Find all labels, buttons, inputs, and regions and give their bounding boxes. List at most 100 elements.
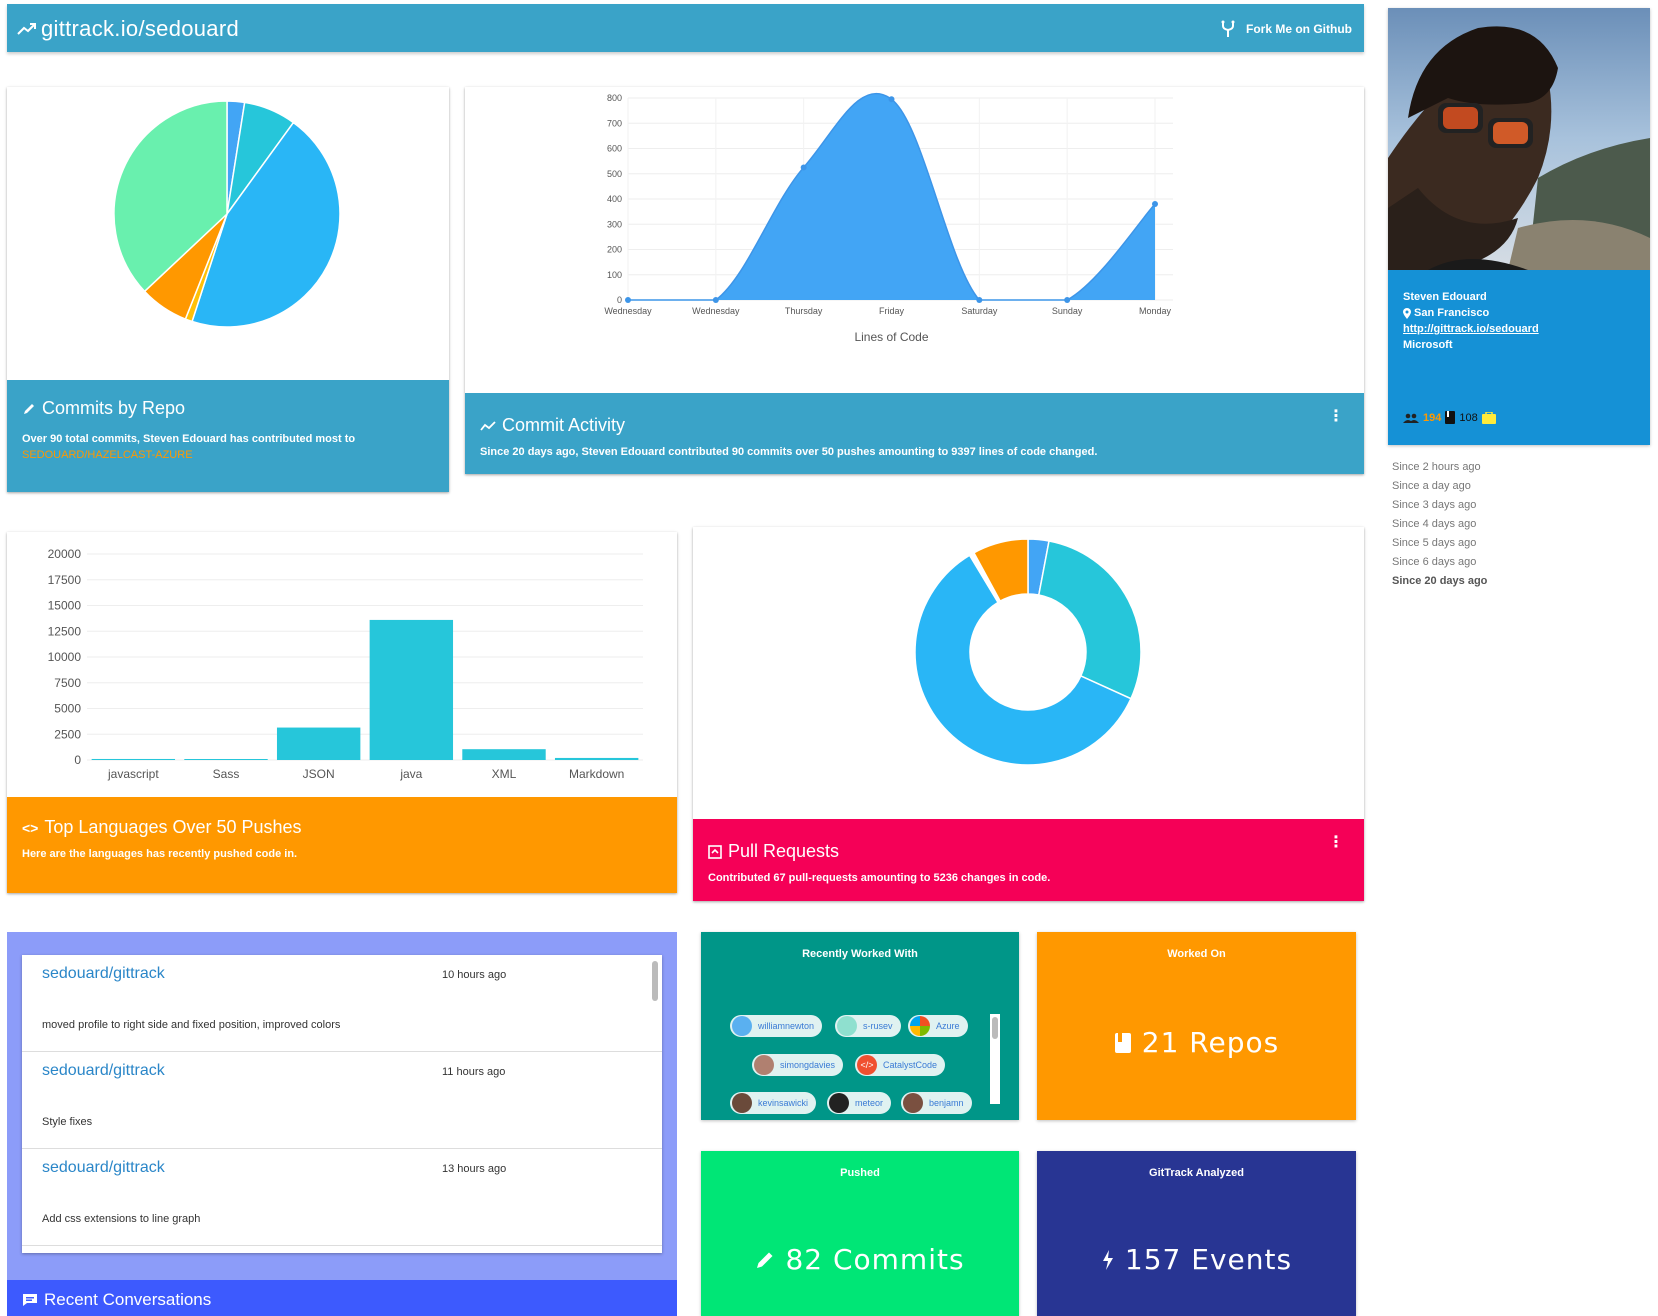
y-tick-label: 10000 [48, 650, 82, 664]
collaborator-name: kevinsawicki [758, 1098, 809, 1108]
pie-slice-4[interactable] [972, 538, 1029, 603]
bar-Markdown[interactable] [554, 757, 639, 760]
since-option-selected[interactable]: Since 20 days ago [1392, 575, 1488, 587]
recent-commits-list[interactable]: sedouard/gittrack 10 hours ago moved pro… [22, 955, 662, 1253]
collaborator-chip[interactable]: s-rusev [835, 1015, 901, 1037]
x-tick-label: Thursday [785, 306, 823, 316]
collaborator-chip[interactable]: meteor [827, 1092, 892, 1114]
collaborator-chip[interactable]: simongdavies [752, 1054, 844, 1076]
top-languages-footer: <> Top Languages Over 50 Pushes Here are… [7, 797, 677, 893]
chips-scroll-track[interactable] [990, 1014, 1000, 1104]
since-option[interactable]: Since 2 hours ago [1392, 461, 1481, 473]
commit-repo-link[interactable]: sedouard/gittrack [42, 1159, 165, 1176]
top-header: gittrack.io/sedouard Fork Me on Github [7, 4, 1364, 52]
collaborator-name: s-rusev [863, 1021, 893, 1031]
pull-requests-card: Pull Requests Contributed 67 pull-reques… [693, 527, 1364, 901]
y-tick-label: 2500 [54, 727, 81, 741]
pie-slice-2[interactable] [191, 121, 341, 328]
avatar [732, 1016, 752, 1036]
avatar [732, 1093, 752, 1113]
pie-slice-1[interactable] [1037, 540, 1142, 700]
data-point[interactable] [1064, 297, 1071, 303]
collaborator-chip[interactable]: kevinsawicki [730, 1092, 817, 1114]
chips-scrollbar[interactable] [992, 1017, 998, 1039]
commit-activity-menu-icon[interactable]: ⋮ [1328, 408, 1344, 425]
collaborator-name: williamnewton [758, 1021, 815, 1031]
collaborator-name: CatalystCode [883, 1060, 938, 1070]
y-tick-label: 200 [607, 245, 622, 255]
worked-on-tile: Worked On 21 Repos [1037, 932, 1356, 1120]
pull-requests-title-row: Pull Requests [708, 841, 1349, 862]
briefcase-icon[interactable] [1481, 411, 1496, 424]
y-tick-label: 17500 [48, 573, 82, 587]
commit-repo-link[interactable]: sedouard/gittrack [42, 1062, 165, 1079]
commits-by-repo-pie[interactable] [107, 94, 347, 334]
commit-time: 13 hours ago [442, 1163, 507, 1175]
fork-label: Fork Me on Github [1246, 22, 1352, 36]
since-option[interactable]: Since 6 days ago [1392, 556, 1477, 568]
list-scrollbar[interactable] [652, 961, 658, 1001]
recent-conversations-footer: Recent Conversations [7, 1280, 677, 1316]
bar-javascript[interactable] [91, 758, 176, 760]
since-option[interactable]: Since 4 days ago [1392, 518, 1477, 530]
commit-activity-card: 0 100 200 300 400 500 600 700 800 Wednesday Wednes… [465, 87, 1364, 474]
profile-url-link[interactable]: http://gittrack.io/sedouard [1403, 323, 1539, 335]
commit-repo-link[interactable]: sedouard/gittrack [42, 965, 165, 982]
fork-me-button[interactable]: Fork Me on Github [1220, 20, 1352, 38]
y-tick-label: 300 [607, 219, 622, 229]
list-item[interactable]: sedouard/gittrack 10 hours ago moved pro… [22, 955, 662, 1052]
analyzed-tile: GitTrack Analyzed 157 Events [1037, 1151, 1356, 1316]
y-tick-label: 5000 [54, 702, 81, 716]
commit-activity-footer: Commit Activity Since 20 days ago, Steve… [465, 393, 1364, 474]
collaborator-name: simongdavies [780, 1060, 836, 1070]
list-item[interactable]: sedouard/gittrack 11 hours ago Style fix… [22, 1052, 662, 1149]
commit-activity-title-row: Commit Activity [480, 415, 1349, 436]
list-item[interactable]: sedouard/gittrack 13 hours ago Add css e… [22, 1149, 662, 1246]
top-languages-chart[interactable]: 0 2500 5000 7500 10000 12500 15000 17500 20000 ja… [7, 532, 677, 792]
analyzed-value-row: 157 Events [1037, 1243, 1356, 1276]
pie-slice-2[interactable] [914, 554, 1132, 766]
brand[interactable]: gittrack.io/sedouard [17, 16, 239, 42]
microsoft-logo-icon [910, 1016, 930, 1036]
people-icon [1403, 413, 1419, 423]
since-option[interactable]: Since 5 days ago [1392, 537, 1477, 549]
commit-activity-title: Commit Activity [502, 415, 626, 435]
recently-worked-with-title: Recently Worked With [802, 948, 918, 960]
collaborator-chip[interactable]: benjamn [901, 1092, 972, 1114]
analyzed-value: 157 Events [1124, 1243, 1293, 1276]
collaborator-chip[interactable]: </> CatalystCode [855, 1054, 946, 1076]
profile-info: Steven Edouard San Francisco http://gitt… [1403, 289, 1539, 353]
bar-Sass[interactable] [184, 759, 268, 760]
data-point[interactable] [712, 297, 719, 303]
location-pin-icon [1403, 307, 1411, 319]
pull-requests-donut[interactable] [908, 532, 1148, 772]
followers-count[interactable]: 194 [1423, 411, 1442, 424]
y-tick-label: 20000 [48, 547, 82, 561]
avatar [837, 1016, 857, 1036]
x-tick-label: XML [492, 767, 517, 781]
pull-requests-menu-icon[interactable]: ⋮ [1328, 834, 1344, 851]
commits-by-repo-title: Commits by Repo [42, 398, 186, 418]
profile-name: Steven Edouard [1403, 291, 1487, 303]
collaborator-chip[interactable]: Azure [908, 1015, 968, 1037]
since-option[interactable]: Since a day ago [1392, 480, 1471, 492]
since-option[interactable]: Since 3 days ago [1392, 499, 1477, 511]
repos-count[interactable]: 108 [1459, 411, 1478, 424]
data-point[interactable] [888, 96, 895, 103]
bar-JSON[interactable] [276, 727, 361, 760]
top-repo-link[interactable]: SEDOUARD/HAZELCAST-AZURE [22, 449, 193, 461]
time-range-filter: Since 2 hours ago Since a day ago Since … [1392, 458, 1487, 591]
data-point[interactable] [625, 297, 631, 303]
data-point[interactable] [976, 297, 983, 303]
data-point[interactable] [800, 164, 807, 171]
commit-message: moved profile to right side and fixed po… [42, 1019, 341, 1031]
collaborator-chip[interactable]: williamnewton [730, 1015, 823, 1037]
bar-XML[interactable] [462, 749, 546, 760]
pull-request-icon [708, 844, 722, 859]
bar-java[interactable] [369, 619, 454, 760]
avatar [903, 1093, 923, 1113]
commit-activity-chart[interactable]: 0 100 200 300 400 500 600 700 800 Wednesday Wednes… [465, 87, 1364, 387]
data-point[interactable] [1152, 201, 1158, 208]
pie-slice-5[interactable] [113, 100, 228, 293]
x-tick-label: Monday [1139, 306, 1172, 316]
